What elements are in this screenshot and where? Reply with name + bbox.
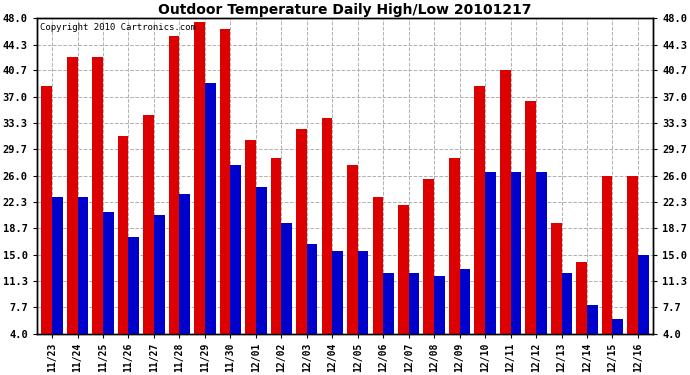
Bar (52, 197, 63, 334)
Bar (587, 305, 598, 334)
Bar (270, 158, 282, 334)
Bar (245, 140, 256, 334)
Bar (144, 115, 154, 334)
Bar (282, 222, 292, 334)
Bar (424, 180, 434, 334)
Bar (296, 129, 307, 334)
Bar (219, 29, 230, 334)
Bar (230, 165, 241, 334)
Bar (562, 273, 572, 334)
Title: Outdoor Temperature Daily High/Low 20101217: Outdoor Temperature Daily High/Low 20101… (158, 3, 532, 17)
Bar (92, 57, 103, 334)
Bar (638, 255, 649, 334)
Bar (154, 215, 165, 334)
Bar (322, 118, 333, 334)
Bar (485, 172, 496, 334)
Bar (347, 165, 357, 334)
Bar (103, 212, 114, 334)
Bar (41, 86, 52, 334)
Bar (194, 21, 205, 334)
Bar (77, 197, 88, 334)
Bar (373, 197, 383, 334)
Bar (511, 172, 521, 334)
Bar (627, 176, 638, 334)
Bar (613, 320, 623, 334)
Bar (179, 194, 190, 334)
Bar (500, 70, 511, 334)
Bar (383, 273, 394, 334)
Bar (256, 187, 266, 334)
Text: Copyright 2010 Cartronics.com: Copyright 2010 Cartronics.com (40, 22, 196, 32)
Bar (307, 244, 317, 334)
Bar (536, 172, 546, 334)
Bar (398, 205, 408, 334)
Bar (434, 276, 445, 334)
Bar (357, 251, 368, 334)
Bar (551, 222, 562, 334)
Bar (118, 136, 128, 334)
Bar (525, 100, 536, 334)
Bar (460, 269, 471, 334)
Bar (449, 158, 460, 334)
Bar (333, 251, 343, 334)
Bar (408, 273, 420, 334)
Bar (205, 82, 215, 334)
Bar (169, 36, 179, 334)
Bar (128, 237, 139, 334)
Bar (602, 176, 613, 334)
Bar (67, 57, 77, 334)
Bar (475, 86, 485, 334)
Bar (576, 262, 587, 334)
